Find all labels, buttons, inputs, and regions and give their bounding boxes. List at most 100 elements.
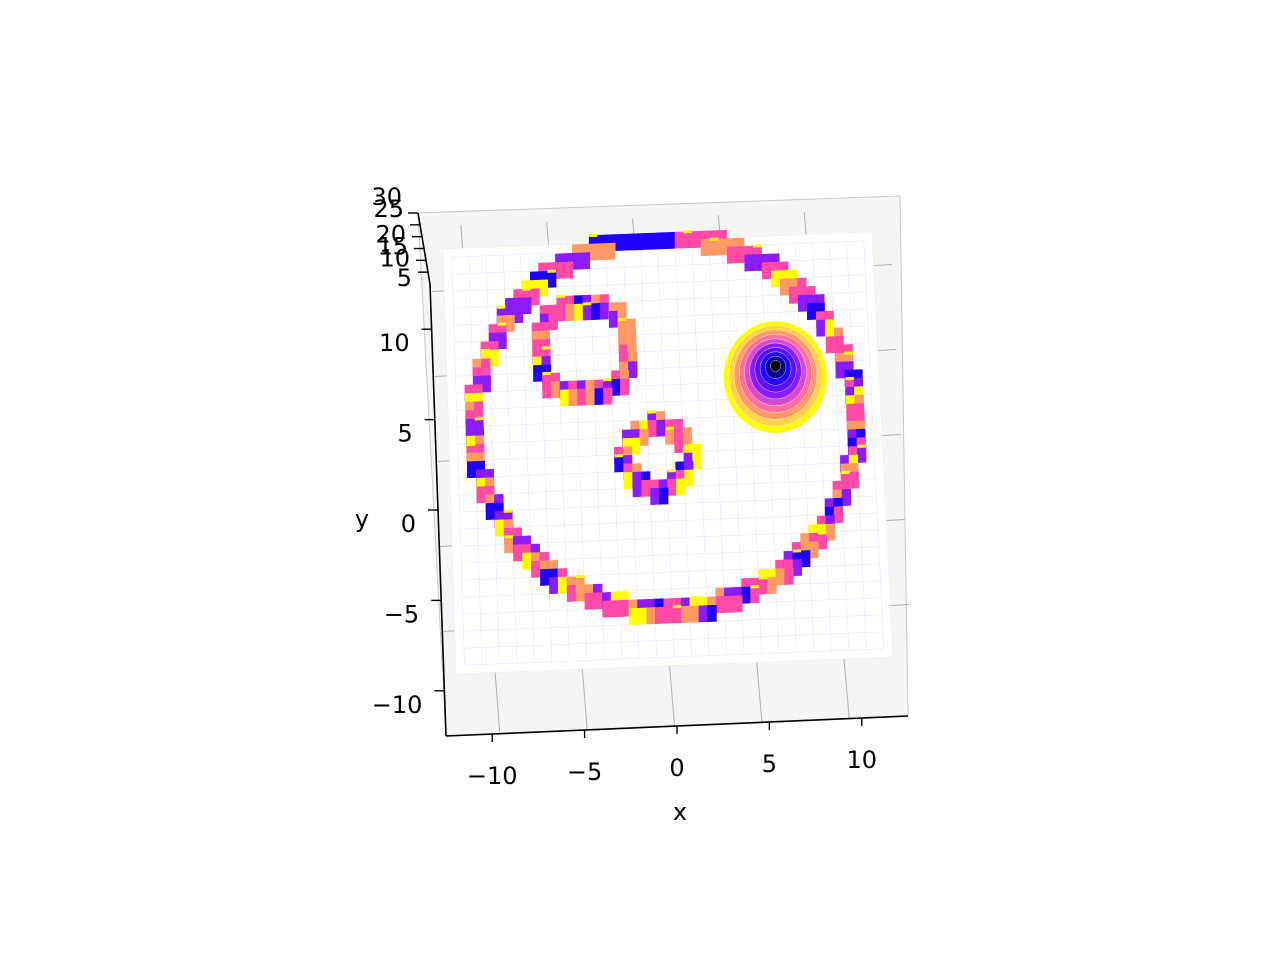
outer-ring-cell [467,461,477,479]
center-ring-cell [659,487,669,505]
y-tick-label: 5 [398,420,413,448]
outer-ring-cell [572,252,582,270]
outer-ring-cell [485,502,496,520]
upper-left-ring-cell [585,388,596,406]
outer-ring-cell [780,278,790,296]
outer-ring-cell [698,605,708,623]
z-tick-label: 20 [375,221,406,249]
outer-ring-cell [767,577,777,595]
y-axis-label: y [355,505,369,533]
outer-ring-cell [841,488,852,507]
x-ticks: −10 −5 0 5 10 [467,718,877,790]
center-ring-cell [674,435,684,453]
outer-ring-cell [547,270,557,288]
outer-ring-cell [689,605,700,623]
center-ring-cell [631,437,641,455]
outer-ring-cell [531,560,541,578]
outer-ring-cell [792,558,803,577]
outer-ring-cell [494,519,505,537]
z-tick-label: 15 [377,233,408,261]
outer-ring-cell [619,599,630,617]
outer-ring-cell [580,252,591,270]
outer-ring-cell [476,486,486,504]
outer-ring-cell [835,361,845,379]
outer-ring-cell [606,242,616,260]
upper-left-ring-cell [582,303,592,321]
center-ring-cell [692,452,702,470]
center-ring-cell [650,487,660,505]
outer-ring-cell [589,243,599,261]
outer-ring-cell [750,586,760,604]
surface-walls [464,229,867,626]
upper-left-ring-cell [577,388,587,406]
x-tick-label: 0 [669,754,684,782]
outer-ring-cell [700,239,710,257]
y-tick-label: 0 [401,510,416,538]
outer-ring-cell [801,550,811,568]
outer-ring-cell [741,586,751,604]
outer-ring-cell [707,604,717,622]
outer-ring-cell [566,584,577,602]
outer-ring-cell [513,544,523,562]
upper-left-ring-cell [548,313,558,331]
outer-ring-cell [683,231,693,249]
outer-ring-cell [597,243,607,261]
outer-ring-cell [857,445,867,463]
floor-mesh-line [829,242,850,651]
surface-bump [723,321,828,434]
outer-ring-cell [611,600,621,618]
upper-left-ring-cell [628,361,638,379]
outer-ring-cell [809,541,819,559]
z-tick-label: 30 [371,183,402,211]
outer-ring-cell [724,595,734,613]
outer-ring-cell [648,232,659,250]
y-tick-label: 10 [379,329,410,357]
outer-ring-cell [735,246,745,264]
upper-left-ring-cell [574,303,584,321]
outer-ring-cell [602,600,612,618]
x-axis-label: x [673,798,687,826]
center-ring-cell [684,469,694,487]
outer-ring-cell [666,231,676,249]
outer-ring-cell [557,576,568,594]
bump-contour [770,360,782,372]
outer-ring-cell [549,577,559,595]
floor-mesh-line [863,240,885,649]
upper-left-ring-cell [568,388,578,407]
z-tick-label: 5 [397,264,412,292]
outer-ring-cell [655,606,665,624]
outer-ring-cell [614,233,624,252]
outer-ring-cell [771,270,781,288]
outer-ring-cell [762,262,772,280]
outer-ring-cell [640,232,650,250]
outer-ring-cell [784,567,794,585]
center-ring-cell [614,455,624,473]
upper-left-ring-cell [565,303,575,322]
outer-ring-cell [825,523,836,541]
upper-left-ring-cell [603,387,613,405]
outer-ring-cell [775,568,785,586]
outer-ring-cell [522,552,532,570]
upper-left-ring-cell [620,378,630,396]
outer-ring-cell [753,254,763,272]
outer-ring-cell [833,506,844,524]
outer-ring-cell [593,592,603,610]
floor-mesh-line [452,257,865,275]
outer-ring-cell [555,261,565,279]
upper-left-ring-cell [556,304,567,322]
y-tick-label: −10 [372,691,423,719]
center-ring-cell [656,419,666,437]
outer-ring-cell [709,238,719,256]
outer-ring-cell [715,596,726,614]
upper-left-ring-cell [542,381,552,399]
outer-ring-cell [798,294,808,312]
outer-ring-cell [674,231,684,249]
upper-left-ring-cell [591,302,601,321]
x-tick-label: −5 [567,758,602,786]
y-tick-label: −5 [384,600,419,628]
outer-ring-cell [628,607,639,626]
upper-left-ring-cell [551,381,561,399]
outer-ring-cell [789,286,799,304]
y-ticks: −10 −5 0 5 10 [372,328,445,719]
upper-left-ring-cell [599,302,610,320]
